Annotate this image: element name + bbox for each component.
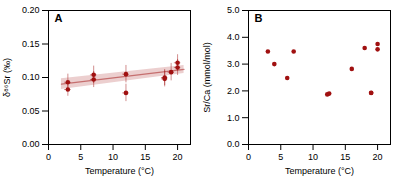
svg-text:15: 15 bbox=[140, 152, 150, 162]
svg-text:10: 10 bbox=[308, 152, 318, 162]
svg-text:3.0: 3.0 bbox=[227, 59, 240, 69]
svg-text:5: 5 bbox=[78, 152, 83, 162]
svg-text:0.0: 0.0 bbox=[227, 139, 240, 149]
svg-text:10: 10 bbox=[108, 152, 118, 162]
svg-text:0.10: 0.10 bbox=[22, 72, 40, 82]
svg-text:B: B bbox=[255, 12, 263, 24]
svg-text:0: 0 bbox=[46, 152, 51, 162]
svg-text:4.0: 4.0 bbox=[227, 32, 240, 42]
svg-text:1.0: 1.0 bbox=[227, 113, 240, 123]
svg-text:0.15: 0.15 bbox=[22, 39, 40, 49]
svg-text:0.00: 0.00 bbox=[22, 139, 40, 149]
svg-text:20: 20 bbox=[173, 152, 183, 162]
svg-text:A: A bbox=[55, 12, 63, 24]
svg-text:5: 5 bbox=[278, 152, 283, 162]
svg-text:15: 15 bbox=[340, 152, 350, 162]
svg-text:δ⁸⁶Sr (‰): δ⁸⁶Sr (‰) bbox=[2, 58, 12, 97]
svg-text:Sr/Ca (mmol/mol): Sr/Ca (mmol/mol) bbox=[202, 42, 212, 113]
svg-text:0.05: 0.05 bbox=[22, 106, 40, 116]
svg-text:0.20: 0.20 bbox=[22, 5, 40, 15]
svg-text:5.0: 5.0 bbox=[227, 5, 240, 15]
svg-text:2.0: 2.0 bbox=[227, 86, 240, 96]
svg-text:Temperature (°C): Temperature (°C) bbox=[85, 166, 154, 176]
svg-text:20: 20 bbox=[373, 152, 383, 162]
svg-text:0: 0 bbox=[246, 152, 251, 162]
svg-text:Temperature (°C): Temperature (°C) bbox=[285, 166, 354, 176]
